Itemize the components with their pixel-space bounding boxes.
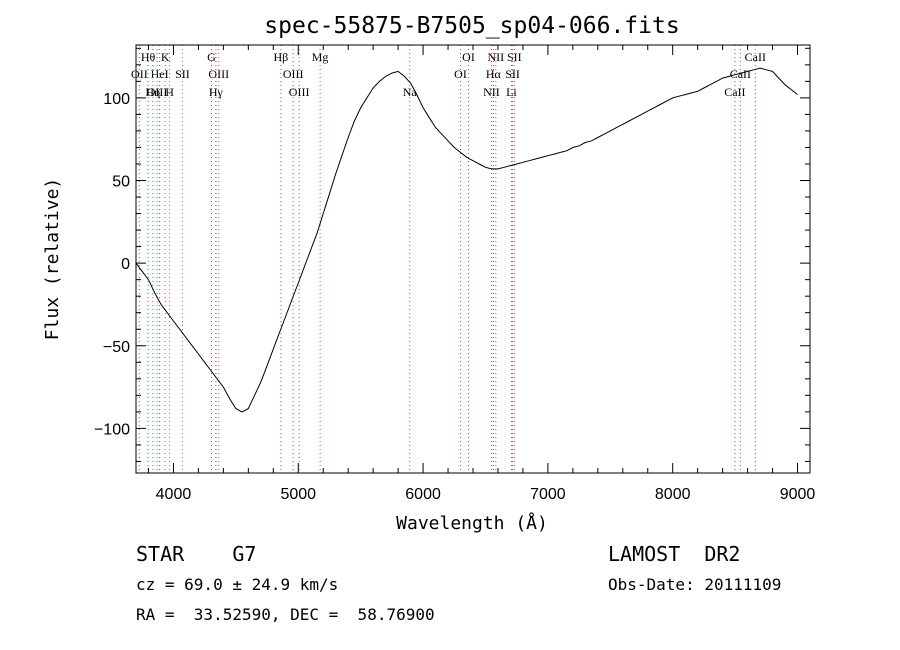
- line-label: H: [165, 85, 174, 99]
- chart-title: spec-55875-B7505_sp04-066.fits: [264, 13, 679, 39]
- line-label: OII: [131, 67, 148, 81]
- line-label: SII: [505, 67, 520, 81]
- x-tick-label: 9000: [780, 486, 816, 503]
- y-tick-label: 0: [121, 256, 130, 273]
- line-label: SII: [507, 50, 522, 64]
- line-label: CaII: [745, 50, 766, 64]
- line-label: OIII: [147, 85, 168, 99]
- line-label: HeI: [151, 67, 169, 81]
- x-tick-label: 6000: [405, 486, 441, 503]
- line-label: Hγ: [209, 85, 224, 99]
- x-tick-label: 4000: [156, 486, 192, 503]
- y-tick-label: 100: [103, 91, 130, 108]
- x-tick-label: 7000: [530, 486, 566, 503]
- line-label: Li: [506, 85, 517, 99]
- observation-date: Obs-Date: 20111109: [608, 575, 782, 594]
- line-label: Hβ: [274, 50, 289, 64]
- line-label: Hα: [486, 67, 502, 81]
- y-tick-label: −100: [94, 421, 130, 438]
- line-label: OI: [462, 50, 475, 64]
- survey-name: LAMOST DR2: [608, 542, 741, 566]
- line-label: CaII: [724, 85, 745, 99]
- line-label: Mg: [312, 50, 329, 64]
- x-tick-label: 5000: [280, 486, 316, 503]
- line-label: OIII: [283, 67, 304, 81]
- line-label: NII: [488, 50, 505, 64]
- line-label: OIII: [289, 85, 310, 99]
- spectrum-series: [135, 67, 798, 413]
- spectrum-line: [135, 67, 798, 413]
- line-label: CaII: [730, 67, 751, 81]
- x-axis-label: Wavelength (Å): [396, 512, 548, 534]
- line-label: Hη: [145, 85, 160, 99]
- line-label: SII: [175, 67, 190, 81]
- y-axis-label: Flux (relative): [42, 178, 63, 341]
- y-tick-label: −50: [103, 339, 130, 356]
- line-label: NII: [483, 85, 500, 99]
- line-label: K: [161, 50, 170, 64]
- y-tick-label: 50: [112, 174, 130, 191]
- line-label: OI: [454, 67, 467, 81]
- ra-dec-coordinates: RA = 33.52590, DEC = 58.76900: [136, 605, 435, 624]
- line-label: Hθ: [141, 50, 156, 64]
- line-label: OIII: [208, 67, 229, 81]
- line-label: G: [207, 50, 216, 64]
- axis-ticks: 4000 5000 6000 7000 8000 9000 −100 −50 0 50 100: [94, 45, 815, 503]
- object-class: STAR G7: [136, 542, 257, 566]
- x-tick-label: 8000: [655, 486, 691, 503]
- redshift-cz: cz = 69.0 ± 24.9 km/s: [136, 575, 339, 594]
